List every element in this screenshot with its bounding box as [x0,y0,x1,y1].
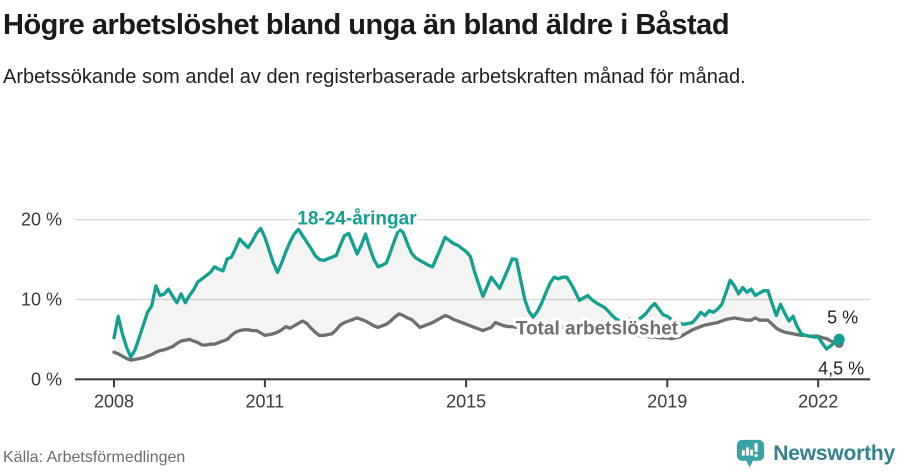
brand-logo: Newsworthy [735,438,895,469]
y-tick-label: 10 % [21,290,62,310]
x-tick-label: 2011 [246,391,285,411]
x-tick-label: 2008 [94,391,134,411]
x-tick-label: 2019 [647,391,687,411]
x-tick-label: 2015 [446,391,486,411]
newsworthy-icon [737,439,765,468]
brand-name: Newsworthy [773,441,895,465]
end-value-label-18-24-ringar: 5 % [827,307,858,327]
series-label-18-24-ringar: 18-24-åringar [297,209,417,230]
end-value-label-total-arbetsl-shet: 4,5 % [818,358,864,378]
source-note: Källa: Arbetsförmedlingen [3,449,186,466]
area-fill [114,228,840,361]
series-line-total-arbetsl-shet [112,312,841,362]
chart-header: Högre arbetslöshet bland unga än bland ä… [3,0,883,93]
series-line-18-24-ringar [112,226,841,359]
end-dot-18-24-ringar [833,333,845,345]
y-tick-label: 0 % [31,369,62,389]
x-tick-label: 2022 [798,391,838,411]
page-subtitle: Arbetssökande som andel av den registerb… [3,66,746,88]
y-tick-label: 20 % [21,210,62,230]
page-title: Högre arbetslöshet bland unga än bland ä… [3,9,730,41]
series-label-total-arbetsl-shet: Total arbetslöshet [516,318,679,339]
